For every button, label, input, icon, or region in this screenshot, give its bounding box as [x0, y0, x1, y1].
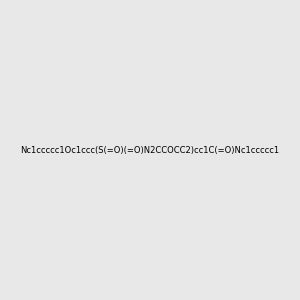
Text: Nc1ccccc1Oc1ccc(S(=O)(=O)N2CCOCC2)cc1C(=O)Nc1ccccc1: Nc1ccccc1Oc1ccc(S(=O)(=O)N2CCOCC2)cc1C(=…: [20, 146, 280, 154]
